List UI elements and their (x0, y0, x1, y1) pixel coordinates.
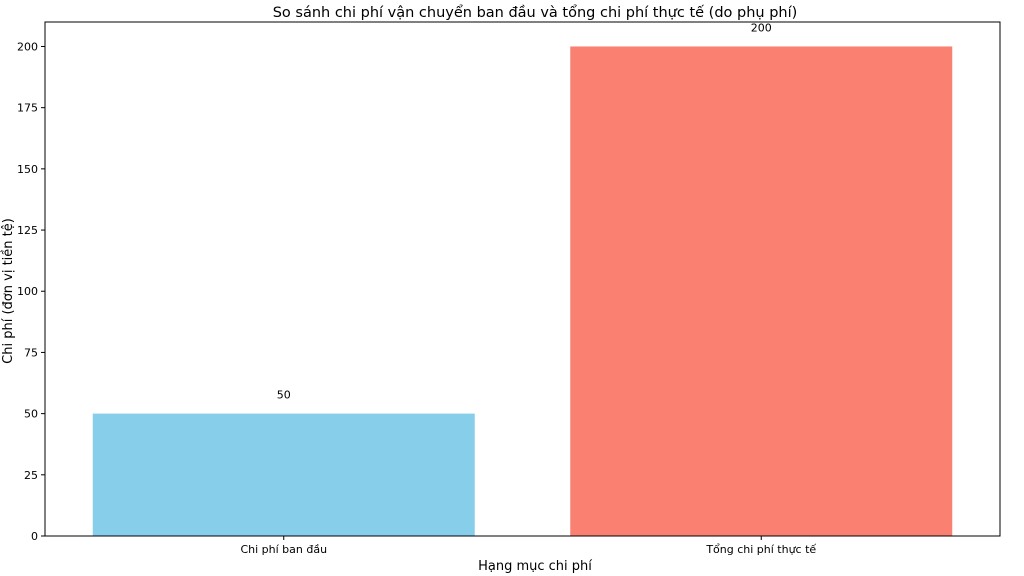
plot-frame (44, 21, 1001, 537)
bar (92, 413, 475, 536)
chart-title: So sánh chi phí vận chuyển ban đầu và tổ… (273, 4, 798, 21)
y-tick-label: 50 (24, 408, 38, 421)
x-tick-label: Chi phí ban đầu (240, 543, 327, 556)
x-tick-label: Tổng chi phí thực tế (705, 543, 816, 556)
y-tick-label: 125 (17, 224, 38, 237)
y-axis-label: Chi phí (đơn vị tiền tệ) (1, 218, 16, 364)
y-tick-label: 75 (24, 346, 38, 359)
plot-area: 50 Chi phí ban đầu 200 Tổng chi phí thực tế… (17, 21, 1001, 556)
y-tick-label: 100 (17, 285, 38, 298)
y-tick-label: 175 (17, 102, 38, 115)
data-label: 50 (277, 389, 291, 402)
y-tick-label: 150 (17, 163, 38, 176)
y-tick-label: 0 (31, 530, 38, 543)
y-tick-label: 200 (17, 40, 38, 53)
bar (570, 46, 953, 536)
x-axis-label: Hạng mục chi phí (478, 559, 592, 574)
data-label: 200 (751, 21, 772, 34)
y-tick-label: 25 (24, 469, 38, 482)
